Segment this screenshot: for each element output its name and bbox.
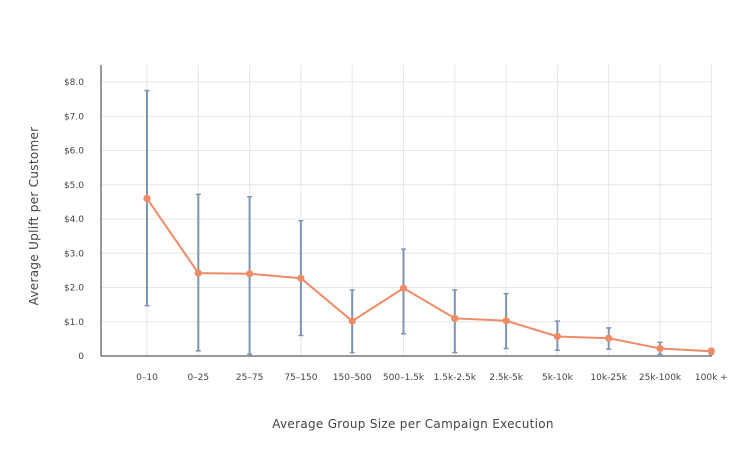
y-tick-label: $6.0	[64, 147, 84, 157]
x-tick-label: 500–1.5k	[383, 373, 425, 383]
y-tick-label: $2.0	[64, 284, 84, 294]
data-point	[348, 317, 356, 325]
data-point	[194, 269, 202, 277]
y-tick-labels: 0 $1.0 $2.0 $3.0 $4.0 $5.0 $6.0 $7.0 $8.0	[64, 78, 84, 362]
data-point	[246, 270, 254, 278]
x-tick-label: 25–75	[236, 373, 263, 383]
data-point	[399, 284, 408, 292]
data-point	[656, 344, 664, 353]
series-polyline	[146, 197, 712, 353]
data-points	[143, 194, 715, 355]
y-tick-label: $3.0	[64, 249, 84, 259]
data-point	[451, 314, 459, 322]
x-axis-title: Average Group Size per Campaign Executio…	[272, 417, 554, 431]
axes	[100, 65, 712, 357]
x-tick-label: 75–150	[284, 373, 317, 383]
x-tick-label: 1.5k-2.5k	[434, 373, 477, 383]
x-tick-labels: 0–10 0–25 25–75 75–150 150–500 500–1.5k 1.5k-2…	[136, 373, 728, 383]
data-point	[707, 347, 715, 355]
y-tick-label: $5.0	[64, 181, 84, 191]
grid-lines	[101, 65, 712, 356]
x-tick-label: 25k-100k	[639, 373, 682, 383]
y-tick-label: $1.0	[64, 318, 84, 328]
data-point	[605, 334, 613, 342]
data-point	[143, 194, 151, 203]
y-tick-label: $7.0	[64, 112, 84, 122]
x-tick-label: 5k-10k	[542, 373, 574, 383]
x-tick-label: 0–10	[136, 373, 158, 383]
y-axis-title: Average Uplift per Customer	[27, 127, 41, 306]
series-line	[146, 197, 712, 353]
data-point	[553, 332, 562, 341]
error-bars	[144, 89, 714, 356]
x-tick-label: 100k +	[695, 373, 728, 383]
y-tick-label: 0	[78, 352, 84, 362]
x-tick-label: 0–25	[187, 373, 209, 383]
y-tick-label: $4.0	[64, 215, 84, 225]
data-point	[502, 317, 510, 325]
x-tick-label: 150–500	[333, 373, 372, 383]
x-tick-label: 10k-25k	[590, 373, 627, 383]
y-tick-label: $8.0	[64, 78, 84, 88]
data-point	[297, 274, 305, 282]
x-tick-label: 2.5k-5k	[489, 373, 523, 383]
